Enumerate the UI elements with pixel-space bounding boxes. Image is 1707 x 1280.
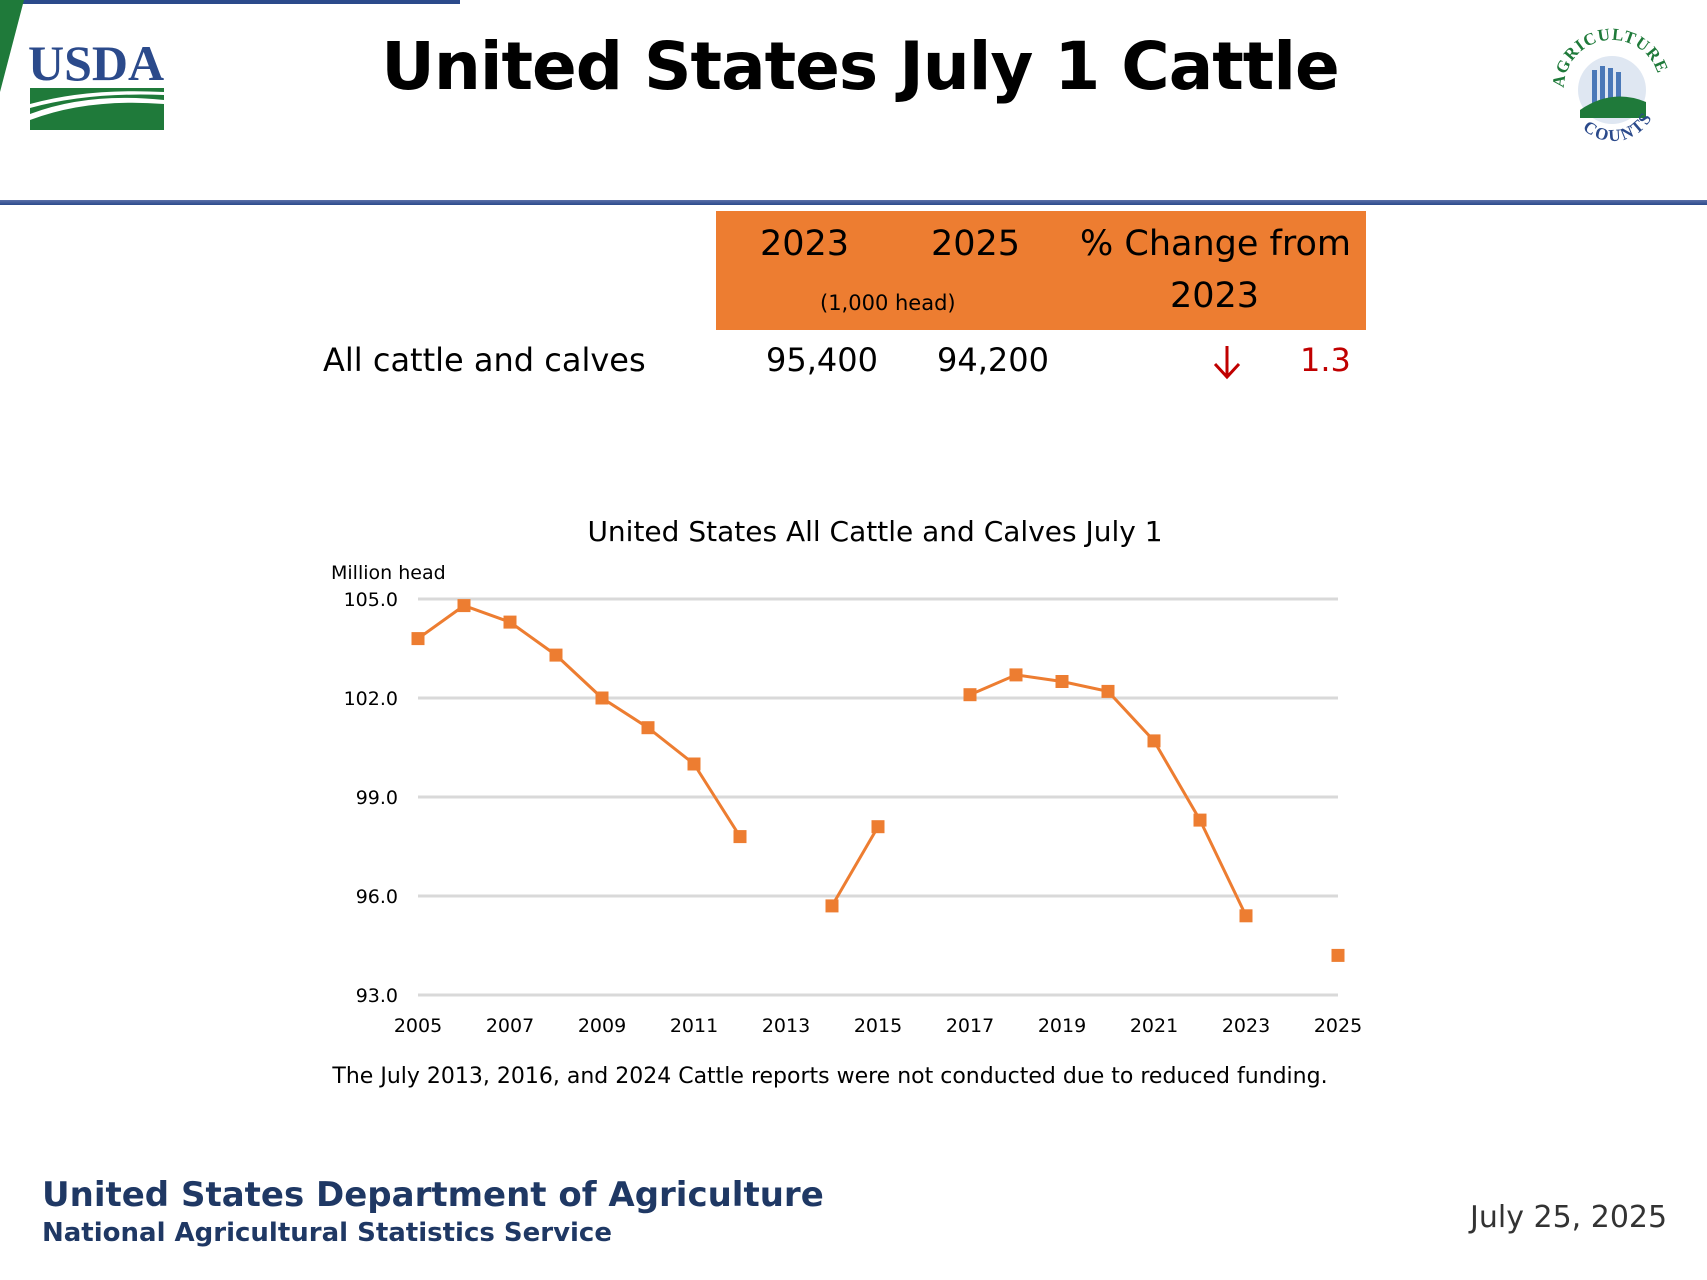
footer-agency-name: National Agricultural Statistics Service — [42, 1218, 612, 1248]
y-tick-label: 105.0 — [344, 589, 398, 611]
top-band — [0, 0, 1707, 6]
y-tick-label: 99.0 — [356, 787, 398, 809]
series-line — [417, 603, 742, 838]
chart-note: The July 2013, 2016, and 2024 Cattle rep… — [332, 1064, 1328, 1089]
data-point-2011 — [687, 757, 701, 771]
data-point-2006 — [457, 599, 471, 613]
data-point-2014 — [825, 899, 839, 913]
chart-title: United States All Cattle and Calves July… — [587, 515, 1163, 548]
header-rule — [0, 200, 1707, 205]
x-tick-label: 2007 — [486, 1015, 534, 1037]
x-tick-label: 2023 — [1222, 1015, 1270, 1037]
col-change-header-line2: 2023 — [1170, 276, 1260, 316]
x-tick-label: 2017 — [946, 1015, 994, 1037]
units-label: (1,000 head) — [820, 291, 956, 315]
data-point-2010 — [641, 721, 655, 735]
series-line — [969, 673, 1248, 917]
page-title: United States July 1 Cattle — [381, 28, 1339, 105]
x-tick-label: 2009 — [578, 1015, 626, 1037]
col-2025-header: 2025 — [931, 224, 1021, 264]
value-2023: 95,400 — [766, 341, 878, 379]
data-point-2022 — [1193, 813, 1207, 827]
y-axis-label: Million head — [331, 562, 446, 584]
data-point-2019 — [1055, 675, 1069, 688]
usda-logo-text: USDA — [28, 35, 164, 91]
x-tick-label: 2005 — [394, 1015, 442, 1037]
usda-logo: USDA — [28, 35, 164, 130]
summary-table-header — [716, 211, 1366, 330]
data-point-2009 — [595, 691, 609, 705]
x-tick-label: 2021 — [1130, 1015, 1178, 1037]
top-band-blue — [0, 0, 460, 4]
value-2025: 94,200 — [937, 341, 1049, 379]
y-tick-label: 96.0 — [356, 886, 398, 908]
data-point-2017 — [963, 688, 977, 702]
x-tick-label: 2013 — [762, 1015, 810, 1037]
data-point-2021 — [1147, 734, 1161, 748]
y-tick-label: 102.0 — [344, 688, 398, 710]
series-line — [830, 825, 880, 907]
data-point-2012 — [733, 830, 747, 844]
footer-org-name: United States Department of Agriculture — [42, 1175, 824, 1215]
line-chart: 105.0 102.0 99.0 96.0 93.0 2005 2007 2009 2011 20… — [344, 589, 1363, 1037]
agriculture-counts-logo: AGRICULTURE COUNTS — [1549, 25, 1672, 146]
x-tick-label: 2015 — [854, 1015, 902, 1037]
data-point-2008 — [549, 648, 563, 662]
col-change-header-line1: % Change from — [1080, 224, 1351, 264]
data-point-2023 — [1239, 909, 1253, 923]
y-tick-label: 93.0 — [356, 985, 398, 1007]
footer-date: July 25, 2025 — [1470, 1200, 1668, 1235]
data-point-2018 — [1009, 668, 1023, 682]
change-value: 1.3 — [1300, 341, 1351, 379]
data-point-2015 — [871, 820, 885, 834]
data-point-2025 — [1331, 948, 1345, 962]
x-tick-label: 2019 — [1038, 1015, 1086, 1037]
col-2023-header: 2023 — [760, 224, 850, 264]
arrow-down-icon — [1213, 346, 1241, 380]
row-label-all-cattle: All cattle and calves — [323, 341, 646, 379]
x-tick-label: 2025 — [1314, 1015, 1362, 1037]
x-tick-label: 2011 — [670, 1015, 718, 1037]
data-point-2005 — [411, 632, 425, 646]
data-point-2020 — [1101, 684, 1115, 698]
data-point-2007 — [503, 615, 517, 629]
top-band-green — [0, 0, 1707, 92]
